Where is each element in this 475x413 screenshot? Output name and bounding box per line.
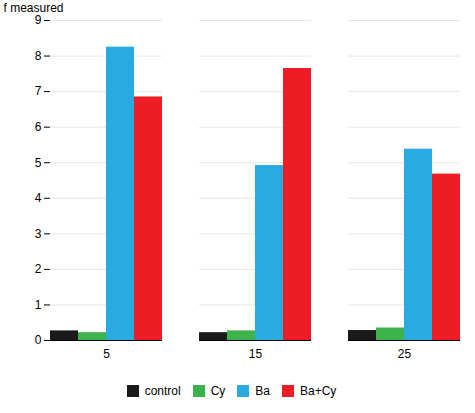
svg-text:8: 8 bbox=[35, 49, 42, 63]
svg-text:1: 1 bbox=[35, 298, 42, 312]
svg-text:9: 9 bbox=[35, 13, 42, 27]
svg-text:25: 25 bbox=[398, 347, 412, 361]
html-text:Cy: Cy bbox=[210, 383, 226, 398]
svg-text:0: 0 bbox=[35, 333, 42, 347]
html-text:control: control bbox=[144, 383, 181, 398]
svg-text:5: 5 bbox=[103, 347, 110, 361]
svg-text:3: 3 bbox=[35, 227, 42, 241]
html-text:Ba: Ba bbox=[255, 383, 270, 398]
svg-text:6: 6 bbox=[35, 120, 42, 134]
svg-text:5: 5 bbox=[35, 156, 42, 170]
svg-text:2: 2 bbox=[35, 262, 42, 276]
svg-text:15: 15 bbox=[249, 347, 263, 361]
svg-text:f measured: f measured bbox=[4, 1, 64, 15]
html-text:Ba+Cy: Ba+Cy bbox=[300, 383, 337, 398]
svg-text:4: 4 bbox=[35, 191, 42, 205]
svg-text:7: 7 bbox=[35, 84, 42, 98]
